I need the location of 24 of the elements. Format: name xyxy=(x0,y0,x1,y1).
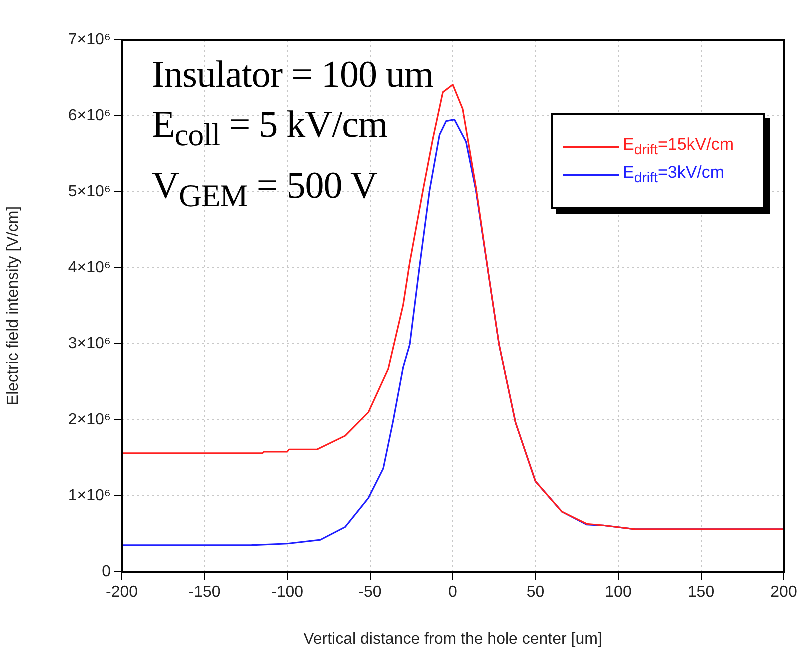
y-tick-label: 1×10⁶ xyxy=(68,487,111,504)
x-tick-label: 150 xyxy=(688,584,715,602)
y-tick-label: 7×10⁶ xyxy=(68,31,111,48)
y-tick-label: 4×10⁶ xyxy=(68,259,111,276)
legend-label: E$_{drift}$=3kV/cm xyxy=(623,163,725,187)
x-tick-label: -200 xyxy=(106,584,138,602)
y-tick-label: 5×10⁶ xyxy=(68,183,111,200)
x-axis-title: Vertical distance from the hole center [um] xyxy=(304,630,602,648)
legend-label: E$_{drift}$=15kV/cm xyxy=(623,135,734,159)
x-tick-label: 0 xyxy=(448,584,458,602)
y-tick-label: 6×10⁶ xyxy=(68,107,111,124)
annotation: E$_{coll}$ = 5 kV/cm xyxy=(152,103,389,155)
annotation: Insulator = 100 um xyxy=(152,53,434,98)
y-tick-label: 0 xyxy=(102,563,112,580)
annotation: V$_{GEM}$ = 500 V xyxy=(152,164,378,216)
x-tick-label: 50 xyxy=(526,584,545,602)
x-tick-label: 100 xyxy=(605,584,632,602)
x-tick-label: -150 xyxy=(188,584,221,602)
x-tick-label: -100 xyxy=(271,584,304,602)
y-axis-title: Electric field intensity [V/cm] xyxy=(5,206,22,406)
y-tick-label: 3×10⁶ xyxy=(68,335,111,352)
x-tick-label: -50 xyxy=(358,584,382,602)
x-tick-label: 200 xyxy=(770,584,798,602)
y-tick-label: 2×10⁶ xyxy=(68,411,111,428)
